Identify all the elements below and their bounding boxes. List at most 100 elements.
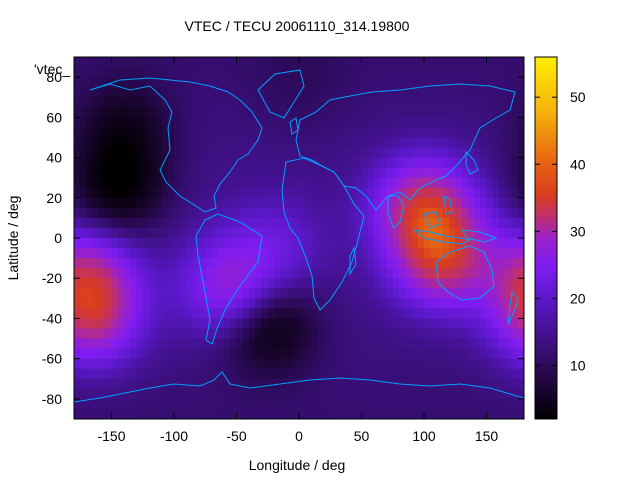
heatmap-cell xyxy=(192,308,200,320)
heatmap-cell xyxy=(117,378,125,390)
heatmap-cell xyxy=(142,288,150,299)
heatmap-cell xyxy=(336,117,344,128)
heatmap-cell xyxy=(286,288,294,299)
heatmap-cell xyxy=(505,288,513,299)
heatmap-cell xyxy=(405,338,413,350)
heatmap-cell xyxy=(124,167,131,179)
coastline-indonesia xyxy=(412,229,472,245)
heatmap-cell xyxy=(455,278,463,289)
heatmap-cell xyxy=(99,398,106,410)
heatmap-cell xyxy=(211,298,219,309)
heatmap-cell xyxy=(349,157,356,169)
heatmap-cell xyxy=(399,157,406,169)
heatmap-cell xyxy=(336,308,344,320)
heatmap-cell xyxy=(117,398,125,410)
heatmap-cell xyxy=(449,177,456,189)
coastline-uk xyxy=(289,117,299,135)
heatmap-cell xyxy=(236,117,244,128)
heatmap-cell xyxy=(474,248,481,259)
heatmap-cell xyxy=(274,248,281,259)
heatmap-cell xyxy=(236,187,244,199)
heatmap-cell xyxy=(299,117,306,128)
heatmap-cell xyxy=(292,87,300,98)
heatmap-cell xyxy=(149,127,156,139)
heatmap-cell xyxy=(299,57,306,68)
heatmap-cell xyxy=(280,258,288,269)
heatmap-cell xyxy=(455,338,463,350)
heatmap-cell xyxy=(105,187,113,199)
heatmap-cell xyxy=(455,318,463,330)
heatmap-cell xyxy=(267,298,275,309)
heatmap-cell xyxy=(449,147,456,159)
heatmap-cell xyxy=(242,107,250,118)
heatmap-cell xyxy=(292,67,300,78)
heatmap-cell xyxy=(511,278,519,289)
heatmap-cell xyxy=(230,378,238,390)
heatmap-cell xyxy=(449,107,456,118)
heatmap-cell xyxy=(511,217,519,229)
heatmap-cell xyxy=(467,318,475,330)
heatmap-cell xyxy=(349,268,356,279)
heatmap-cell xyxy=(461,378,469,390)
heatmap-cell xyxy=(80,348,88,360)
heatmap-cell xyxy=(380,388,388,400)
heatmap-cell xyxy=(305,278,313,289)
heatmap-cell xyxy=(80,147,88,159)
heatmap-cell xyxy=(430,177,438,189)
heatmap-cell xyxy=(386,177,394,189)
heatmap-cell xyxy=(124,318,131,330)
heatmap-cell xyxy=(130,127,138,139)
heatmap-cell xyxy=(130,227,138,239)
heatmap-cell xyxy=(336,278,344,289)
heatmap-cell xyxy=(136,308,144,320)
heatmap-cell xyxy=(249,238,256,249)
heatmap-cell xyxy=(167,197,175,209)
heatmap-cell xyxy=(405,77,413,88)
heatmap-cell xyxy=(342,157,350,169)
heatmap-cell xyxy=(180,278,188,289)
heatmap-cell xyxy=(505,67,513,78)
heatmap-cell xyxy=(355,77,363,88)
heatmap-cell xyxy=(349,378,356,390)
heatmap-cell xyxy=(74,378,81,390)
heatmap-cell xyxy=(386,338,394,350)
heatmap-cell xyxy=(205,368,213,380)
heatmap-cell xyxy=(517,77,524,88)
heatmap-cell xyxy=(211,137,219,149)
heatmap-cell xyxy=(442,328,450,340)
heatmap-cell xyxy=(405,197,413,209)
heatmap-cell xyxy=(280,127,288,139)
heatmap-cell xyxy=(430,67,438,78)
heatmap-cell xyxy=(205,248,213,259)
heatmap-cell xyxy=(105,328,113,340)
heatmap-cell xyxy=(155,298,163,309)
heatmap-cell xyxy=(367,348,375,360)
heatmap-cell xyxy=(336,87,344,98)
heatmap-cell xyxy=(361,117,369,128)
heatmap-cell xyxy=(324,288,331,299)
heatmap-cell xyxy=(405,298,413,309)
heatmap-cell xyxy=(330,197,338,209)
heatmap-cell xyxy=(111,187,119,199)
heatmap-cell xyxy=(505,217,513,229)
heatmap-cell xyxy=(355,298,363,309)
heatmap-cell xyxy=(480,97,488,108)
heatmap-cell xyxy=(292,378,300,390)
heatmap-cell xyxy=(467,388,475,400)
heatmap-cell xyxy=(105,97,113,108)
heatmap-cell xyxy=(455,398,463,410)
heatmap-cell xyxy=(355,147,363,159)
heatmap-cell xyxy=(217,127,225,139)
heatmap-cell xyxy=(511,97,519,108)
heatmap-cell xyxy=(511,77,519,88)
heatmap-cell xyxy=(261,338,269,350)
heatmap-cell xyxy=(149,368,156,380)
heatmap-cell xyxy=(205,97,213,108)
heatmap-cell xyxy=(192,207,200,219)
heatmap-cell xyxy=(474,338,481,350)
heatmap-cell xyxy=(236,308,244,320)
heatmap-cell xyxy=(142,97,150,108)
heatmap-cell xyxy=(192,328,200,340)
heatmap-cell xyxy=(217,87,225,98)
heatmap-cell xyxy=(211,308,219,320)
